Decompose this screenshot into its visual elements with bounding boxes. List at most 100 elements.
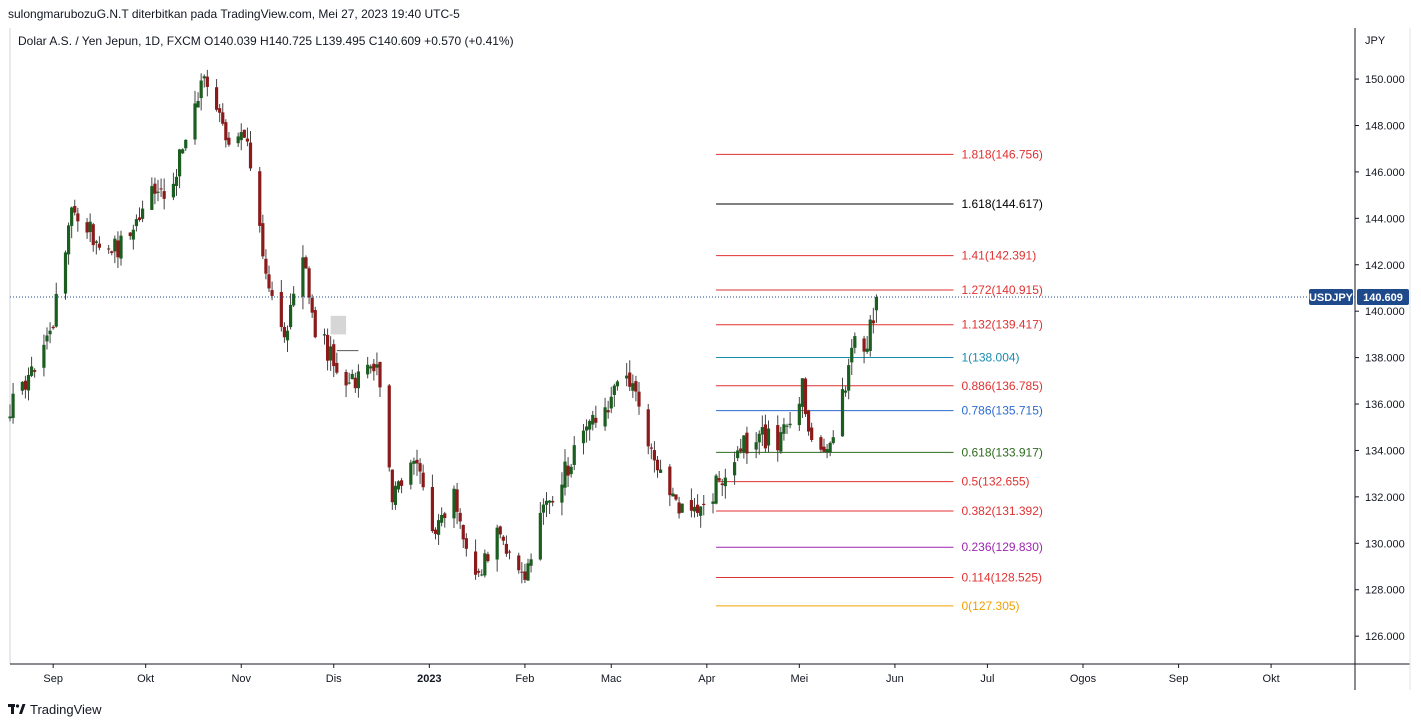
candle-up bbox=[840, 389, 845, 437]
candle-up bbox=[45, 335, 49, 342]
candle-down bbox=[443, 513, 447, 519]
candle-down bbox=[91, 224, 95, 246]
candle-down bbox=[594, 417, 598, 423]
candle-down bbox=[282, 326, 287, 338]
candle-down bbox=[335, 362, 339, 373]
candle-up bbox=[714, 475, 718, 504]
candle-down bbox=[332, 344, 336, 367]
candle-down bbox=[110, 251, 114, 253]
candle-up bbox=[131, 229, 135, 240]
candle-down bbox=[606, 410, 610, 413]
x-tick-label: Feb bbox=[515, 673, 534, 685]
y-tick-label: 128.000 bbox=[1365, 585, 1405, 597]
candle-down bbox=[107, 248, 111, 250]
chart-markers bbox=[330, 315, 359, 352]
candle-down bbox=[116, 240, 120, 258]
candle-down bbox=[270, 290, 274, 296]
candle-down bbox=[344, 371, 348, 386]
candle-down bbox=[806, 410, 811, 432]
candle-down bbox=[258, 171, 262, 226]
candle-down bbox=[390, 469, 394, 503]
candle-down bbox=[776, 425, 780, 451]
candle-up bbox=[603, 407, 607, 427]
candle-down bbox=[227, 137, 231, 145]
candle-up bbox=[436, 520, 441, 535]
candle-down bbox=[717, 478, 721, 481]
candle-down bbox=[378, 361, 382, 388]
candle-up bbox=[94, 241, 98, 243]
y-tick-label: 140.000 bbox=[1365, 306, 1405, 318]
candle-down bbox=[76, 213, 80, 222]
candle-down bbox=[248, 142, 253, 169]
candle-up bbox=[347, 382, 351, 384]
fib-level-label: 1.272(140.915) bbox=[962, 283, 1043, 297]
candle-down bbox=[267, 274, 271, 289]
candle-down bbox=[819, 437, 823, 450]
candle-down bbox=[739, 448, 743, 452]
price-axis[interactable]: JPY 126.000 128.000 130.000 132.000 134.000 13… bbox=[1355, 35, 1405, 643]
candle-down bbox=[507, 551, 512, 553]
candle-up bbox=[723, 477, 727, 487]
candle-up bbox=[483, 553, 487, 576]
candle-up bbox=[591, 414, 595, 425]
candle-up bbox=[563, 461, 567, 488]
candle-up bbox=[301, 257, 305, 297]
footer-brand[interactable]: TradingView bbox=[8, 702, 102, 717]
candle-down bbox=[822, 446, 826, 452]
candle-down bbox=[473, 551, 478, 575]
candle-down bbox=[458, 512, 462, 522]
candle-up bbox=[150, 186, 154, 210]
candle-up bbox=[766, 428, 771, 446]
candle-up bbox=[174, 176, 179, 186]
candle-up bbox=[581, 430, 586, 444]
x-tick-label: Sep bbox=[1169, 673, 1189, 685]
candle-up bbox=[134, 219, 139, 227]
candle-up bbox=[375, 364, 379, 368]
candle-up bbox=[544, 500, 549, 505]
candle-down bbox=[523, 571, 527, 580]
candle-down bbox=[205, 76, 209, 87]
candle-up bbox=[11, 393, 15, 418]
time-axis[interactable]: Sep Okt Nov Dis 2023 Feb Mac Apr Mei Jun Jul Ogos Se… bbox=[43, 664, 1280, 685]
candle-up bbox=[292, 293, 296, 306]
x-tick-label: 2023 bbox=[417, 673, 441, 685]
candle-up bbox=[538, 512, 542, 560]
legend-symbol: Dolar A.S. / Yen Jepun, 1D, FXCM bbox=[18, 34, 201, 48]
candle-down bbox=[399, 480, 404, 486]
candle-down bbox=[566, 465, 570, 476]
candle-down bbox=[520, 571, 524, 573]
y-tick-label: 146.000 bbox=[1365, 167, 1405, 179]
fib-level-label: 1.818(146.756) bbox=[962, 147, 1043, 161]
candle-up bbox=[329, 346, 333, 361]
fib-level-label: 0.618(133.917) bbox=[962, 445, 1043, 459]
candle-up bbox=[541, 504, 546, 513]
candle-up bbox=[742, 435, 746, 453]
candle-up bbox=[658, 469, 663, 473]
tradingview-logo-icon bbox=[8, 703, 26, 714]
candle-down bbox=[517, 555, 521, 571]
y-tick-label: 142.000 bbox=[1365, 260, 1405, 272]
candle-down bbox=[637, 391, 641, 407]
candle-up bbox=[239, 132, 243, 141]
candle-down bbox=[433, 529, 438, 534]
candle-up bbox=[495, 527, 499, 560]
candle-down bbox=[325, 334, 330, 361]
candle-up bbox=[26, 374, 31, 391]
candle-up bbox=[692, 506, 697, 512]
y-tick-label: 148.000 bbox=[1365, 120, 1405, 132]
candle-down bbox=[655, 459, 660, 471]
candle-down bbox=[504, 543, 509, 554]
candle-down bbox=[97, 243, 102, 248]
candle-up bbox=[843, 390, 848, 393]
candle-up bbox=[847, 365, 851, 391]
candle-down bbox=[668, 466, 672, 496]
candle-up bbox=[865, 348, 869, 352]
candle-down bbox=[677, 502, 681, 514]
candlestick-series bbox=[8, 69, 879, 584]
candle-up bbox=[797, 403, 801, 426]
candle-down bbox=[652, 450, 657, 461]
candle-up bbox=[711, 501, 715, 504]
fib-level-label: 0.886(136.785) bbox=[962, 379, 1043, 393]
candle-up bbox=[409, 462, 413, 485]
